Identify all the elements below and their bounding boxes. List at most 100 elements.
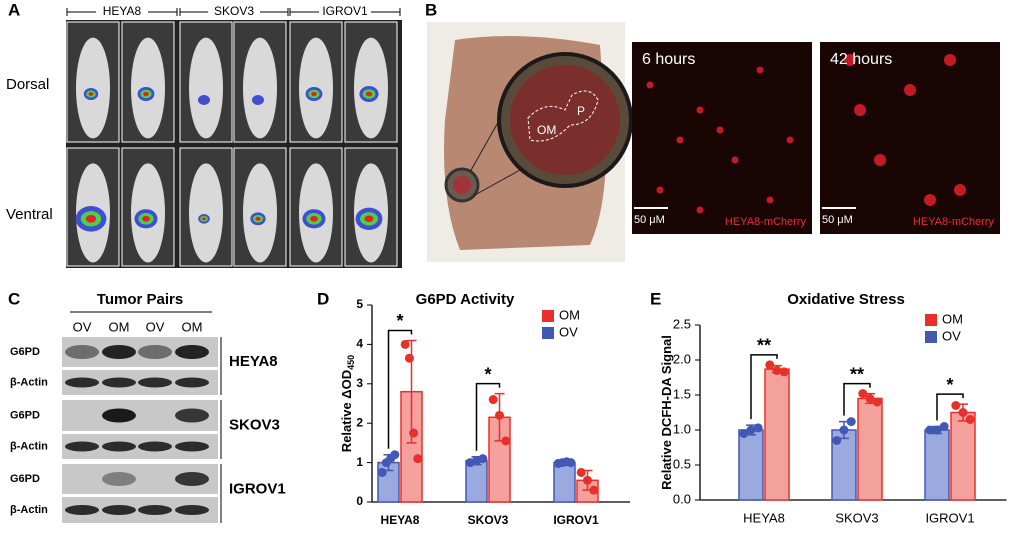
y-axis-label: Relative DCFH-DA Signal	[659, 335, 674, 490]
x-tick-label: SKOV3	[468, 513, 509, 527]
cell	[904, 84, 916, 96]
data-point	[865, 394, 875, 403]
cell	[696, 206, 704, 214]
y-axis-label-text: Relative ΔOD	[339, 370, 354, 452]
legend-label: OV	[559, 324, 578, 339]
cell	[766, 196, 774, 204]
signal	[85, 214, 97, 223]
signal	[364, 215, 374, 223]
cell-line-label: HEYA8	[229, 353, 278, 370]
panel-label: D	[317, 289, 329, 308]
legend-label: OM	[942, 311, 963, 326]
band	[175, 441, 209, 452]
y-tick-label: 0.5	[673, 456, 691, 471]
cell	[786, 136, 794, 144]
x-tick-label: HEYA8	[381, 513, 420, 527]
group-label: SKOV3	[214, 4, 254, 18]
bar	[738, 429, 764, 501]
data-point	[589, 485, 599, 495]
band	[138, 345, 172, 359]
label-bg	[96, 5, 148, 19]
chart-title: Oxidative Stress	[787, 291, 905, 308]
band	[102, 505, 136, 515]
y-tick-label: 1	[356, 455, 363, 469]
data-point	[846, 417, 856, 427]
data-point	[566, 458, 576, 468]
y-axis-label-text: Relative DCFH-DA Signal	[659, 335, 674, 490]
data-point	[939, 422, 949, 431]
data-point	[478, 454, 488, 464]
band	[175, 345, 209, 359]
mouse	[189, 163, 223, 263]
tissue-outline	[527, 90, 599, 142]
significance-bracket	[475, 382, 501, 451]
data-point	[772, 366, 782, 375]
mouse	[243, 37, 277, 139]
legend-swatch	[542, 310, 554, 322]
band	[175, 408, 209, 423]
time-label: 6 hours	[642, 51, 695, 68]
data-point	[839, 425, 849, 435]
blot-row-label: β-Actin	[10, 376, 48, 388]
data-point	[400, 339, 410, 349]
cell	[716, 126, 724, 134]
label-bg	[208, 5, 260, 19]
blot-row-label: β-Actin	[10, 440, 48, 452]
blot-row-label: β-Actin	[10, 504, 48, 516]
data-point	[872, 397, 882, 407]
stain-label: HEYA8-mCherry	[913, 216, 995, 228]
data-point	[925, 425, 935, 435]
group-label: HEYA8	[103, 4, 142, 18]
y-axis-label-subscript: 450	[346, 355, 356, 370]
cell	[924, 194, 936, 206]
photo-label: OM	[537, 123, 556, 137]
window-tissue	[510, 65, 620, 175]
legend-label: OV	[942, 328, 961, 343]
micrograph	[632, 42, 812, 234]
data-point	[576, 467, 586, 477]
band	[102, 408, 136, 423]
cell	[656, 186, 664, 194]
cell	[756, 66, 764, 74]
y-tick-label: 5	[356, 297, 363, 311]
bar	[553, 461, 576, 503]
data-point	[753, 423, 763, 433]
bar	[857, 397, 883, 501]
data-point	[501, 436, 511, 446]
significance-bracket	[843, 382, 871, 416]
y-tick-label: 1.0	[673, 421, 691, 436]
cell	[731, 156, 739, 164]
band	[102, 377, 136, 388]
legend-swatch	[925, 331, 937, 343]
mouse	[76, 37, 110, 139]
data-point	[958, 408, 968, 417]
blot-row-label: G6PD	[10, 473, 40, 485]
cell	[646, 81, 654, 89]
photo-label: P	[577, 104, 585, 118]
signal	[365, 91, 373, 97]
significance-bracket	[750, 354, 778, 420]
chart-title: G6PD Activity	[416, 291, 515, 308]
cell	[854, 104, 866, 116]
data-point	[488, 395, 498, 405]
y-tick-label: 0	[356, 494, 363, 508]
row-label: Dorsal	[6, 76, 49, 93]
bar	[764, 368, 790, 501]
band	[102, 472, 136, 486]
band	[138, 377, 172, 388]
signal	[255, 216, 261, 221]
bar	[950, 411, 976, 501]
cell	[676, 136, 684, 144]
significance-label: **	[850, 364, 864, 384]
band	[175, 472, 209, 486]
band	[102, 441, 136, 452]
cell	[844, 54, 856, 66]
x-tick-label: SKOV3	[835, 510, 878, 525]
data-point	[390, 450, 400, 460]
signal	[252, 95, 264, 105]
data-point	[779, 367, 789, 377]
blot-row-label: G6PD	[10, 346, 40, 358]
band	[138, 505, 172, 515]
legend-swatch	[925, 314, 937, 326]
